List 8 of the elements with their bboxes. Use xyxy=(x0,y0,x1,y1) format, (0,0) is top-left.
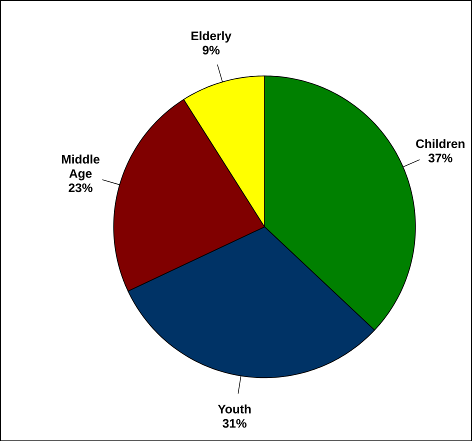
data-label: 9% xyxy=(202,46,220,54)
slice-label: Middle Age xyxy=(62,154,100,180)
slice-label: Youth xyxy=(218,404,251,414)
slice-label: Children xyxy=(416,138,464,148)
data-label: 37% xyxy=(428,153,452,162)
data-label: 23% xyxy=(68,183,92,192)
slice-label: Elderly xyxy=(192,30,232,42)
data-label: 31% xyxy=(222,418,246,428)
